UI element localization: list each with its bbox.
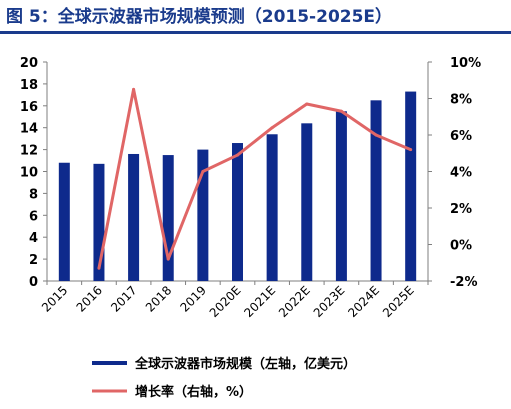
x-tick-label: 2018 — [143, 283, 174, 314]
legend: 全球示波器市场规模（左轴，亿美元） 增长率（右轴，%） — [92, 356, 356, 400]
x-tick-label: 2016 — [74, 283, 105, 314]
right-tick-label: -2% — [450, 275, 477, 290]
bar — [93, 163, 105, 281]
x-tick-label: 2015 — [39, 283, 70, 314]
line-point — [305, 102, 309, 106]
bar — [335, 111, 347, 282]
right-tick-label: 10% — [450, 56, 481, 71]
bar — [128, 153, 140, 281]
x-tick-label: 2022E — [276, 283, 313, 320]
x-tick-label: 2020E — [207, 283, 244, 320]
x-tick-label: 2024E — [345, 283, 382, 320]
left-tick-label: 6 — [29, 209, 38, 224]
line-point — [236, 153, 239, 157]
left-tick-label: 8 — [29, 187, 38, 202]
left-tick-label: 4 — [29, 231, 38, 246]
left-tick-label: 10 — [20, 166, 38, 181]
bar-series — [58, 91, 417, 282]
bar — [370, 100, 382, 281]
x-tick-label: 2017 — [108, 283, 139, 314]
x-tick-label: 2019 — [177, 283, 208, 314]
legend-bar-label: 全球示波器市场规模（左轴，亿美元） — [134, 356, 356, 372]
bar — [266, 134, 278, 281]
left-tick-label: 14 — [20, 122, 38, 137]
legend-line-label: 增长率（右轴，%） — [135, 384, 252, 400]
line-point — [339, 109, 343, 113]
bar — [301, 123, 313, 281]
bar — [405, 91, 417, 281]
left-axis-ticks: 0 2 4 6 8 10 12 14 16 18 20 — [20, 56, 38, 290]
growth-line — [97, 87, 412, 269]
right-axis-ticks: -2% 0% 2% 4% 6% 8% 10% — [450, 56, 481, 290]
right-tick-label: 2% — [450, 202, 472, 217]
right-tick-label: 0% — [450, 239, 472, 254]
x-axis-ticks: 2015 2016 2017 2018 20192020E2021E2022E2023E… — [39, 283, 417, 320]
left-tick-label: 2 — [29, 253, 38, 268]
right-tick-label: 6% — [450, 129, 472, 144]
line-point — [132, 87, 136, 91]
line-point — [166, 257, 170, 261]
title-rule — [0, 31, 511, 34]
right-tick-label: 8% — [450, 93, 472, 108]
line-series — [97, 87, 413, 270]
left-tick-label: 12 — [20, 144, 38, 159]
x-tick-label: 2023E — [311, 283, 348, 320]
left-tick-label: 16 — [20, 100, 38, 115]
figure-title: 图 5：全球示波器市场规模预测（2015-2025E） — [6, 7, 393, 27]
bar — [162, 155, 174, 281]
line-point — [201, 170, 205, 173]
right-tick-label: 4% — [450, 166, 472, 181]
bar — [58, 162, 70, 281]
line-point — [270, 126, 274, 130]
line-point — [374, 133, 378, 137]
x-tick-label: 2025E — [380, 283, 417, 320]
left-tick-label: 20 — [20, 56, 38, 71]
x-tick-label: 2021E — [241, 283, 278, 320]
bar — [232, 143, 243, 281]
left-tick-label: 0 — [29, 275, 38, 290]
line-point — [97, 266, 101, 270]
left-tick-label: 18 — [20, 78, 38, 93]
bar — [197, 149, 209, 281]
line-point — [409, 148, 413, 152]
